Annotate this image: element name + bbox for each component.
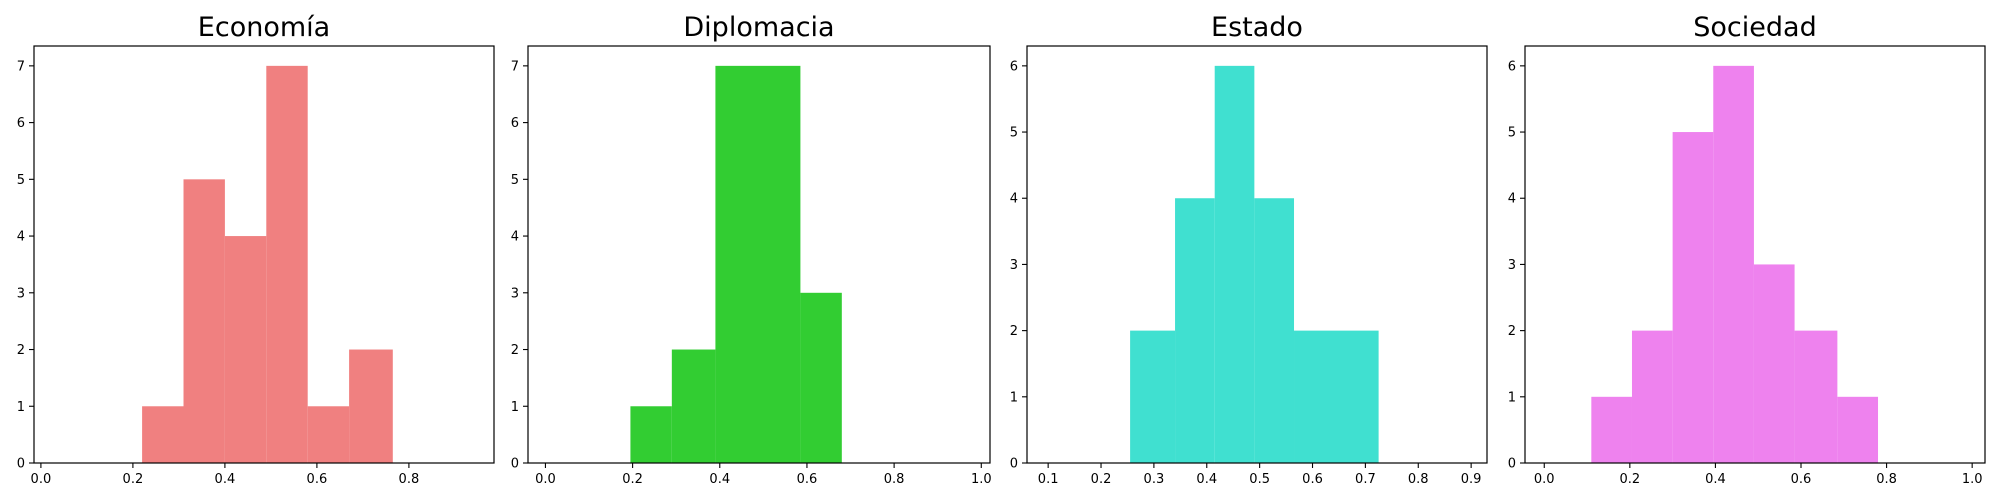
- y-tick-label: 4: [511, 230, 519, 245]
- histogram-bar: [1294, 330, 1379, 463]
- y-tick-label: 5: [1508, 126, 1516, 141]
- axes-frame: [1524, 45, 1986, 464]
- x-tick-label: 0.6: [797, 472, 818, 487]
- chart-title: Diplomacia: [683, 12, 834, 43]
- histogram-bar: [1175, 198, 1215, 463]
- subplot-2: 0.0 0.2 0.4 0.6 0.8 1.0 0 1 2 3 4 5 6 7 Diplomacia: [511, 12, 992, 487]
- axes-frame: [1026, 45, 1488, 464]
- y-tick-label: 3: [1010, 258, 1018, 273]
- x-tick-label: 0.8: [399, 472, 420, 487]
- y-tick-label: 5: [17, 173, 25, 188]
- x-tick-label: 0.2: [622, 472, 643, 487]
- y-tick-label: 1: [17, 400, 25, 415]
- y-tick-label: 1: [1508, 390, 1516, 405]
- y-tick-label: 4: [1508, 192, 1516, 207]
- x-tick-label: 0.2: [123, 472, 144, 487]
- x-tick-label: 0.0: [535, 472, 556, 487]
- histogram-bar: [307, 406, 350, 463]
- y-tick-label: 6: [1010, 59, 1018, 74]
- histogram-bar: [1837, 396, 1879, 463]
- chart-title: Economía: [198, 12, 330, 43]
- histogram-bar: [1753, 264, 1795, 463]
- y-tick-label: 0: [17, 457, 25, 472]
- x-tick-label: 0.8: [1876, 472, 1897, 487]
- x-tick-label: 0.4: [1196, 472, 1217, 487]
- x-tick-label: 0.5: [1249, 472, 1270, 487]
- y-tick-label: 5: [511, 173, 519, 188]
- x-tick-label: 0.7: [1355, 472, 1376, 487]
- x-tick-label: 0.2: [1619, 472, 1640, 487]
- chart-title: Sociedad: [1693, 12, 1816, 43]
- y-tick-label: 5: [1010, 126, 1018, 141]
- histogram-bar: [266, 65, 308, 463]
- subplot-3: 0.1 0.2 0.3 0.4 0.5 0.6 0.7 0.8 0.9 0 1 2 3 4 5 6 Estado: [1010, 12, 1488, 487]
- x-tick-label: 0.4: [1705, 472, 1726, 487]
- chart-title: Estado: [1211, 12, 1303, 43]
- x-tick-label: 0.4: [709, 472, 730, 487]
- x-tick-label: 0.9: [1461, 472, 1482, 487]
- x-tick-label: 0.8: [884, 472, 905, 487]
- subplot-1: 0.0 0.2 0.4 0.6 0.8 0 1 2 3 4 5 6 7 Economía: [17, 12, 495, 487]
- y-tick-label: 6: [511, 116, 519, 131]
- y-tick-label: 4: [17, 230, 25, 245]
- axes-frame: [33, 45, 495, 464]
- y-tick-label: 0: [511, 457, 519, 472]
- y-tick-label: 2: [1010, 324, 1018, 339]
- histogram-bar: [224, 236, 267, 463]
- y-tick-label: 4: [1010, 192, 1018, 207]
- histogram-bar: [800, 292, 842, 463]
- histogram-bar: [1713, 65, 1754, 463]
- histogram-bar: [183, 179, 225, 463]
- x-tick-label: 1.0: [1962, 472, 1983, 487]
- y-tick-label: 2: [511, 343, 519, 358]
- histogram-bar: [1130, 330, 1176, 463]
- y-tick-label: 7: [17, 59, 25, 74]
- x-tick-label: 0.2: [1091, 472, 1112, 487]
- histogram-bar: [630, 406, 672, 463]
- x-tick-label: 0.0: [1534, 472, 1555, 487]
- x-tick-label: 0.6: [1791, 472, 1812, 487]
- histogram-bar: [1254, 198, 1295, 463]
- histogram-bar: [715, 65, 801, 463]
- y-tick-label: 1: [511, 400, 519, 415]
- x-tick-label: 0.6: [307, 472, 328, 487]
- histogram-bar: [671, 349, 716, 463]
- y-tick-label: 6: [1508, 59, 1516, 74]
- y-tick-label: 2: [1508, 324, 1516, 339]
- y-tick-label: 3: [1508, 258, 1516, 273]
- x-tick-label: 0.4: [215, 472, 236, 487]
- histogram-bar: [1214, 65, 1255, 463]
- histogram-bar: [142, 406, 184, 463]
- x-tick-label: 0.6: [1302, 472, 1323, 487]
- histogram-bar: [1591, 396, 1632, 463]
- axes-frame: [527, 45, 991, 464]
- histogram-bar: [1672, 132, 1714, 464]
- y-tick-label: 6: [17, 116, 25, 131]
- x-tick-label: 0.8: [1408, 472, 1429, 487]
- histogram-bar: [1794, 330, 1838, 463]
- histogram-bar: [349, 349, 393, 463]
- x-tick-label: 1.0: [971, 472, 992, 487]
- x-tick-label: 0.1: [1038, 472, 1059, 487]
- y-tick-label: 3: [17, 286, 25, 301]
- x-tick-label: 0.0: [31, 472, 52, 487]
- y-tick-label: 0: [1010, 457, 1018, 472]
- y-tick-label: 3: [511, 286, 519, 301]
- y-tick-label: 7: [511, 59, 519, 74]
- x-tick-label: 0.3: [1144, 472, 1165, 487]
- y-tick-label: 1: [1010, 390, 1018, 405]
- y-tick-label: 2: [17, 343, 25, 358]
- y-tick-label: 0: [1508, 457, 1516, 472]
- subplot-4: 0.0 0.2 0.4 0.6 0.8 1.0 0 1 2 3 4 5 6 Sociedad: [1508, 12, 1986, 487]
- histogram-bar: [1631, 330, 1673, 463]
